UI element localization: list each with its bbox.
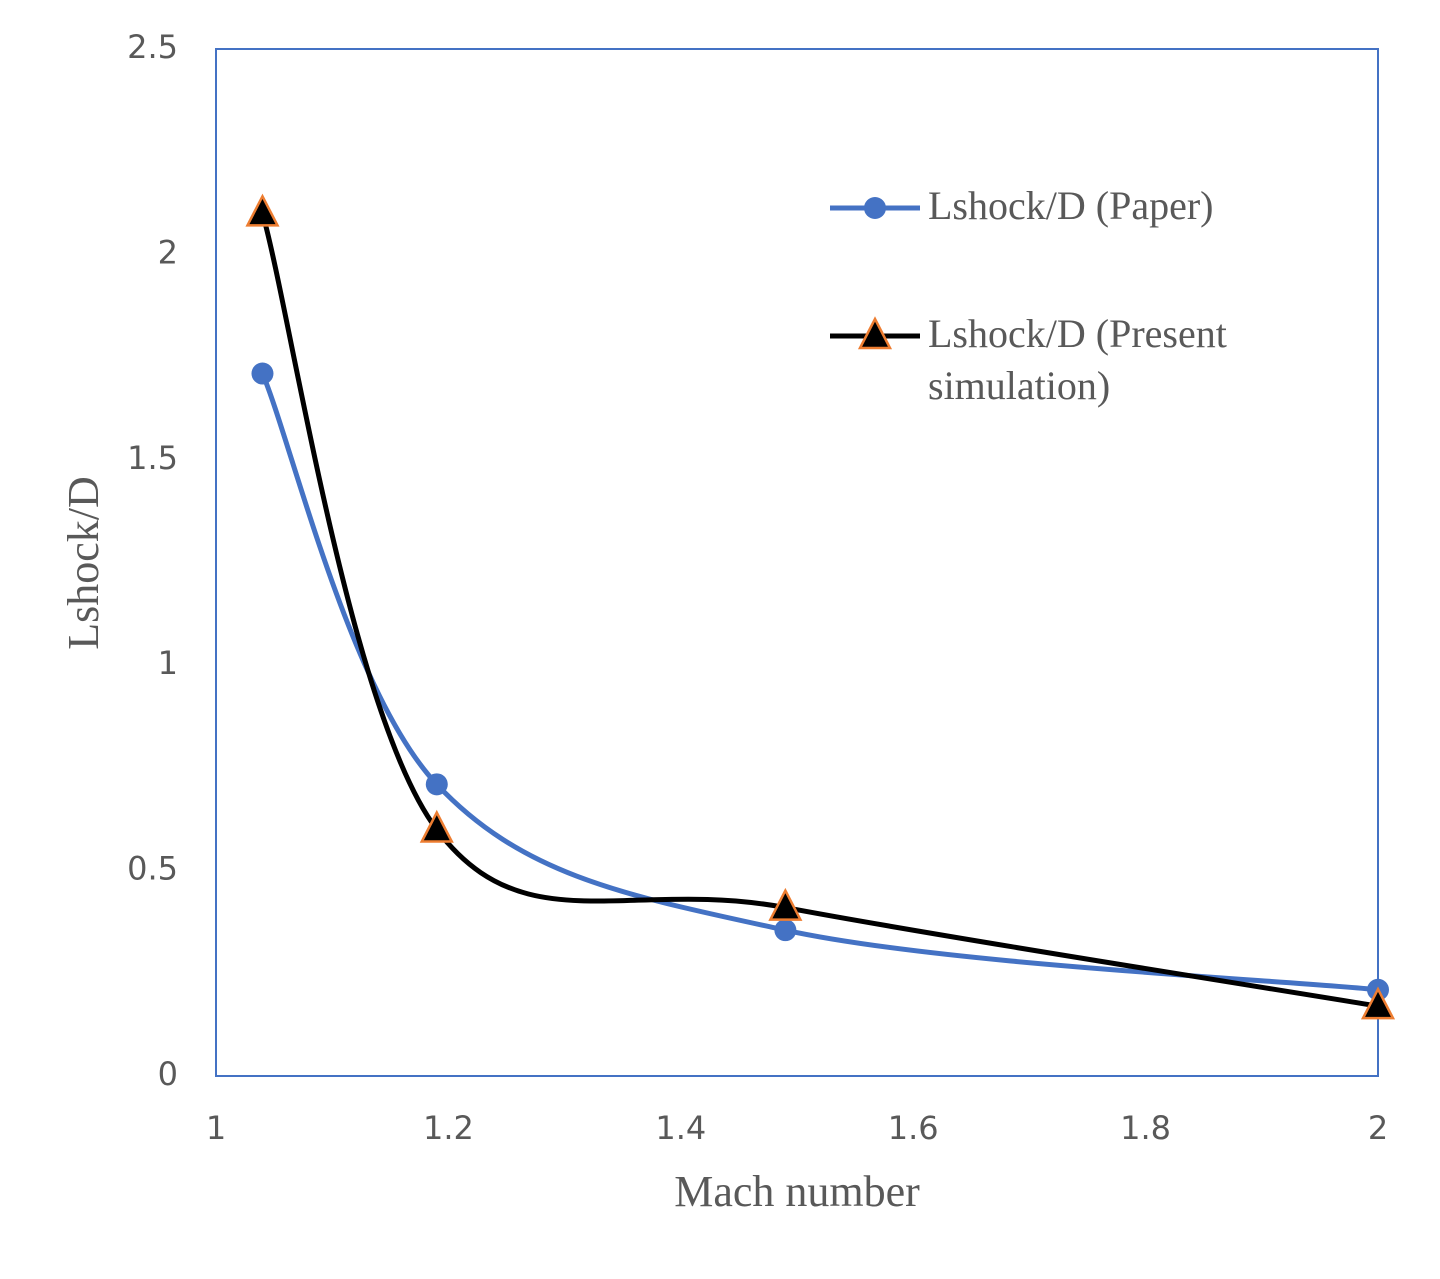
- y-tick-label: 2: [158, 233, 178, 271]
- y-tick-label: 1: [158, 644, 178, 682]
- y-tick-label: 0: [158, 1055, 178, 1093]
- y-tick-label: 1.5: [127, 439, 178, 477]
- data-point: [419, 809, 454, 843]
- series-line: [260, 372, 1379, 993]
- legend-marker: [857, 316, 893, 350]
- y-axis-title: Lshock/D: [59, 476, 108, 650]
- data-point: [774, 919, 797, 942]
- x-tick-label: 2: [1368, 1109, 1388, 1147]
- plot-frame: [215, 48, 1379, 1077]
- y-tick-label: 0.5: [127, 850, 178, 888]
- legend-label: Lshock/D (Paper): [928, 183, 1214, 228]
- data-point: [1360, 986, 1396, 1020]
- legend-marker: [864, 197, 886, 219]
- data-point: [768, 887, 803, 921]
- legend-label: Lshock/D (Present simulation): [928, 311, 1227, 408]
- x-tick-label: 1.4: [655, 1109, 706, 1147]
- x-axis-title: Mach number: [674, 1167, 920, 1216]
- y-tick-label: 2.5: [127, 28, 178, 66]
- data-point: [425, 773, 448, 796]
- data-point: [245, 193, 280, 227]
- x-tick-label: 1.2: [423, 1109, 474, 1147]
- series-line: [260, 212, 1379, 1009]
- x-tick-label: 1.6: [888, 1109, 939, 1147]
- x-tick-label: 1.8: [1120, 1109, 1171, 1147]
- data-point: [251, 362, 274, 385]
- x-tick-label: 1: [206, 1109, 226, 1147]
